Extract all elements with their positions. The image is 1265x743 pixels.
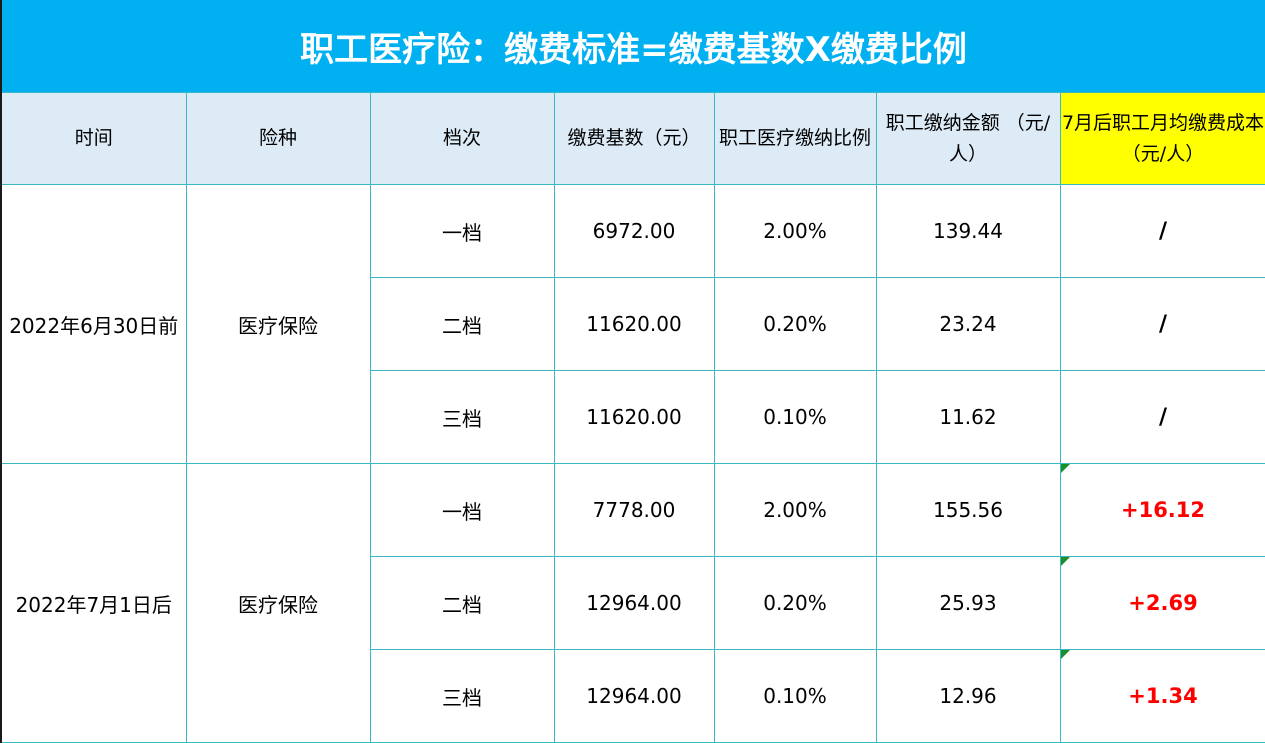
page-title: 职工医疗险：缴费标准=缴费基数X缴费比例 <box>0 0 1265 92</box>
base-cell: 11620.00 <box>553 277 715 371</box>
type-cell: 医疗保险 <box>185 463 371 743</box>
table-row: 2022年7月1日后 医疗保险 一档 7778.00 2.00% 155.56 … <box>0 463 1265 743</box>
type-cell: 医疗保险 <box>185 184 371 464</box>
cost-cell: / <box>1059 370 1265 464</box>
tier-cell: 三档 <box>369 370 555 464</box>
ratio-cell: 2.00% <box>713 463 877 557</box>
time-cell: 2022年7月1日后 <box>0 463 187 743</box>
base-cell: 12964.00 <box>553 649 715 743</box>
tier-cell: 三档 <box>369 649 555 743</box>
header-amount: 职工缴纳金额 （元/人） <box>875 92 1061 185</box>
time-cell: 2022年6月30日前 <box>0 184 187 464</box>
ratio-cell: 0.10% <box>713 649 877 743</box>
ratio-cell: 0.20% <box>713 556 877 650</box>
base-cell: 6972.00 <box>553 184 715 278</box>
amount-cell: 139.44 <box>875 184 1061 278</box>
header-tier: 档次 <box>369 92 555 185</box>
tier-cell: 二档 <box>369 556 555 650</box>
ratio-cell: 0.10% <box>713 370 877 464</box>
base-cell: 7778.00 <box>553 463 715 557</box>
amount-cell: 23.24 <box>875 277 1061 371</box>
table-row: 2022年6月30日前 医疗保险 一档 6972.00 2.00% 139.44… <box>0 184 1265 464</box>
cost-cell: +2.69 <box>1059 556 1265 650</box>
header-cost: 7月后职工月均缴费成本（元/人） <box>1059 92 1265 185</box>
amount-cell: 25.93 <box>875 556 1061 650</box>
tier-cell: 一档 <box>369 184 555 278</box>
cost-cell: / <box>1059 277 1265 371</box>
header-base: 缴费基数（元） <box>553 92 715 185</box>
amount-cell: 11.62 <box>875 370 1061 464</box>
header-time: 时间 <box>0 92 187 185</box>
ratio-cell: 2.00% <box>713 184 877 278</box>
header-row: 时间 险种 档次 缴费基数（元） 职工医疗缴纳比例 职工缴纳金额 （元/人） 7… <box>0 92 1265 185</box>
cost-cell: +16.12 <box>1059 463 1265 557</box>
tier-cell: 二档 <box>369 277 555 371</box>
table-row: 二档 12964.00 0.20% 25.93 +2.69 <box>1 556 1265 650</box>
tier-cell: 一档 <box>369 463 555 557</box>
ratio-cell: 0.20% <box>713 277 877 371</box>
insurance-table: 时间 险种 档次 缴费基数（元） 职工医疗缴纳比例 职工缴纳金额 （元/人） 7… <box>0 92 1265 743</box>
amount-cell: 12.96 <box>875 649 1061 743</box>
header-type: 险种 <box>185 92 371 185</box>
cost-cell: / <box>1059 184 1265 278</box>
base-cell: 12964.00 <box>553 556 715 650</box>
base-cell: 11620.00 <box>553 370 715 464</box>
table-row: 三档 11620.00 0.10% 11.62 / <box>1 370 1265 464</box>
header-ratio: 职工医疗缴纳比例 <box>713 92 877 185</box>
cost-cell: +1.34 <box>1059 649 1265 743</box>
amount-cell: 155.56 <box>875 463 1061 557</box>
